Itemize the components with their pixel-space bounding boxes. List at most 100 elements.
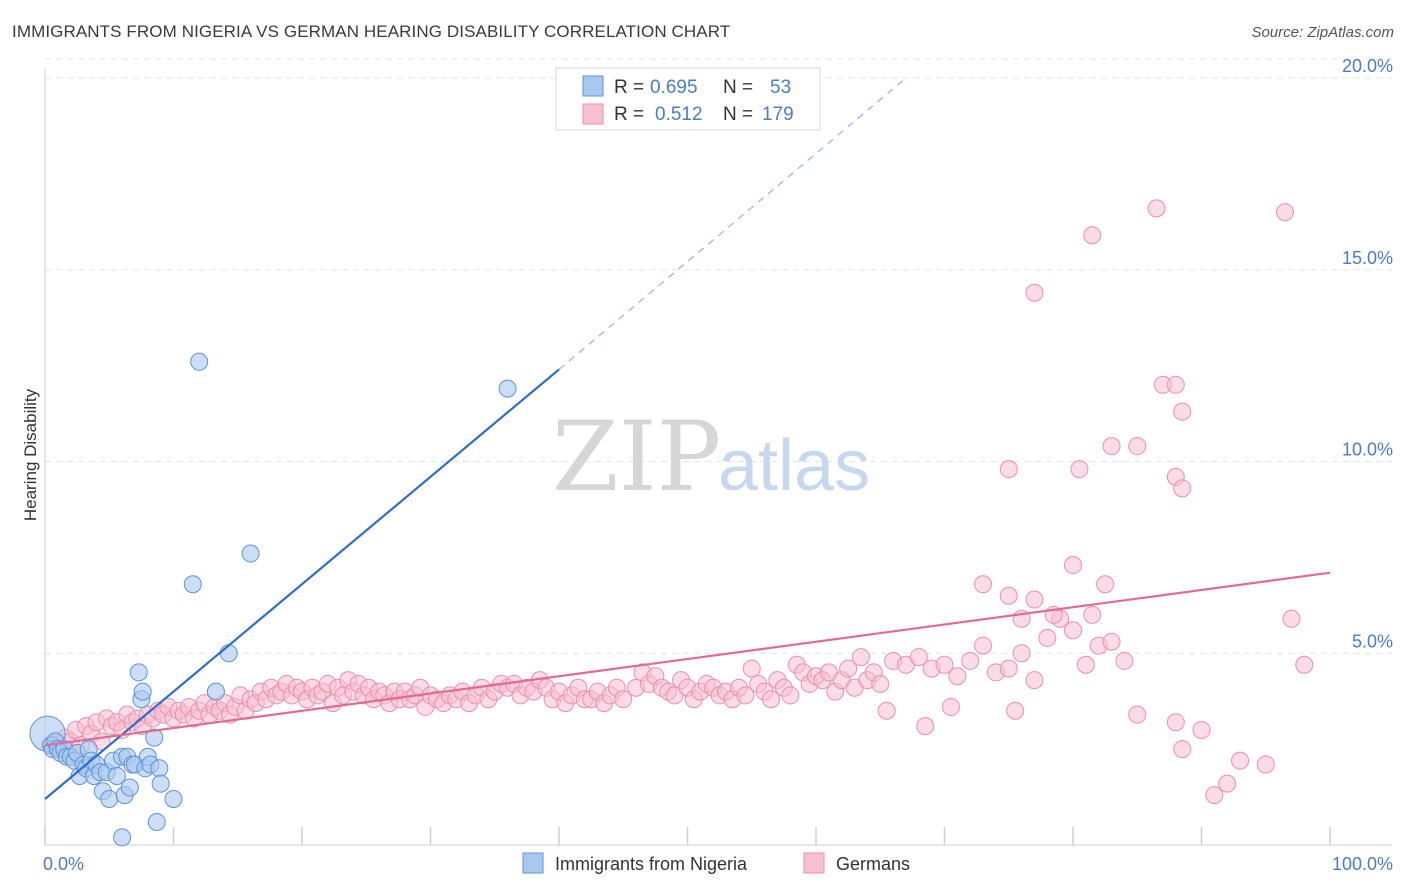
y-tick-label: 15.0% (1342, 248, 1393, 268)
data-point-germans (851, 648, 870, 667)
data-point-germans (999, 586, 1018, 605)
data-point-germans (1038, 628, 1057, 647)
data-point-nigeria (241, 544, 260, 563)
data-point-germans (1102, 437, 1121, 456)
legend-r-value: 0.512 (655, 104, 703, 125)
data-point-germans (839, 659, 858, 678)
data-point-germans (1064, 556, 1082, 575)
data-point-germans (999, 460, 1018, 479)
data-point-germans (1295, 655, 1314, 674)
legend-swatch-nigeria (582, 75, 604, 97)
chart-source: Source: ZipAtlas.com (1251, 24, 1394, 41)
data-point-nigeria (219, 644, 238, 663)
data-point-nigeria (147, 812, 166, 831)
data-point-germans (941, 697, 960, 716)
legend-n-value: 179 (762, 104, 794, 125)
data-points (29, 199, 1314, 847)
data-point-germans (871, 674, 890, 693)
data-point-germans (1173, 740, 1192, 759)
data-point-germans (961, 651, 980, 670)
data-point-germans (1147, 199, 1166, 218)
legend-swatch-germans (803, 852, 825, 874)
data-point-germans (909, 648, 928, 667)
grid-lines (45, 58, 1392, 654)
data-point-germans (1006, 701, 1025, 720)
data-point-germans (1192, 720, 1211, 739)
trend-line-nigeria (44, 368, 560, 800)
data-point-nigeria (164, 789, 183, 808)
legend-label-germans: Germans (836, 854, 910, 874)
data-point-germans (742, 659, 761, 678)
data-point-germans (916, 717, 935, 736)
data-point-germans (1102, 632, 1121, 651)
data-point-germans (1173, 479, 1192, 498)
trend-lines (44, 77, 1331, 800)
legend-top: R = 0.695 N = 53 R = 0.512 N = 179 (555, 67, 821, 131)
x-tick-label: 100.0% (1332, 854, 1393, 874)
data-point-germans (1128, 437, 1147, 456)
data-point-nigeria (107, 766, 126, 785)
data-point-germans (614, 690, 633, 709)
data-point-germans (1096, 575, 1115, 594)
trend-line-nigeria-extension (558, 77, 907, 370)
legend-n-value: 53 (770, 77, 791, 98)
data-point-nigeria (150, 759, 169, 778)
data-point-germans (948, 667, 967, 686)
data-point-germans (1025, 283, 1044, 302)
data-point-germans (1256, 755, 1275, 774)
data-point-germans (1173, 402, 1192, 421)
legend-label-nigeria: Immigrants from Nigeria (555, 854, 748, 874)
data-point-germans (1128, 705, 1147, 724)
data-point-nigeria (190, 352, 209, 371)
y-axis-label: Hearing Disability (21, 388, 40, 521)
data-point-germans (1025, 671, 1044, 690)
data-point-germans (1070, 460, 1089, 479)
data-point-nigeria (100, 789, 119, 808)
legend-r-label: R = (614, 104, 644, 125)
watermark-atlas: atlas (718, 426, 870, 506)
axes: 5.0% 10.0% 15.0% 20.0% 0.0% 100.0% (43, 56, 1393, 874)
data-point-germans (1076, 655, 1095, 674)
data-point-nigeria (133, 682, 152, 701)
data-point-germans (1025, 590, 1044, 609)
watermark: ZIP atlas (552, 401, 870, 513)
data-point-germans (877, 701, 896, 720)
data-point-germans (1083, 226, 1102, 245)
legend-n-label: N = (723, 77, 753, 98)
data-point-nigeria (145, 728, 164, 747)
data-point-germans (1282, 609, 1301, 628)
data-point-germans (1166, 713, 1185, 732)
data-point-germans (1064, 621, 1082, 640)
legend-r-label: R = (614, 77, 644, 98)
data-point-germans (974, 636, 993, 655)
data-point-germans (1115, 651, 1134, 670)
data-point-germans (999, 659, 1018, 678)
y-tick-label: 10.0% (1342, 440, 1393, 460)
watermark-zip: ZIP (552, 401, 721, 513)
data-point-germans (1012, 644, 1031, 663)
data-point-germans (1218, 774, 1237, 793)
data-point-nigeria (129, 663, 148, 682)
legend-swatch-nigeria (522, 852, 544, 874)
data-point-nigeria (498, 379, 517, 398)
legend-swatch-germans (582, 103, 604, 125)
data-point-germans (736, 686, 755, 705)
data-point-nigeria (183, 575, 202, 594)
data-point-germans (1205, 786, 1224, 805)
data-point-germans (762, 690, 781, 709)
data-point-germans (1276, 203, 1295, 222)
data-point-nigeria (113, 828, 132, 847)
y-tick-label: 5.0% (1352, 631, 1393, 651)
data-point-nigeria (120, 778, 139, 797)
data-point-nigeria (151, 774, 170, 793)
data-point-germans (1231, 751, 1250, 770)
data-point-germans (974, 575, 993, 594)
data-point-nigeria (206, 682, 225, 701)
legend-n-label: N = (723, 104, 753, 125)
trend-line-germans (44, 571, 1331, 747)
y-tick-label: 20.0% (1342, 56, 1393, 76)
data-point-germans (1083, 605, 1102, 624)
data-point-germans (1166, 375, 1185, 394)
legend-bottom: Immigrants from Nigeria Germans (522, 852, 910, 874)
